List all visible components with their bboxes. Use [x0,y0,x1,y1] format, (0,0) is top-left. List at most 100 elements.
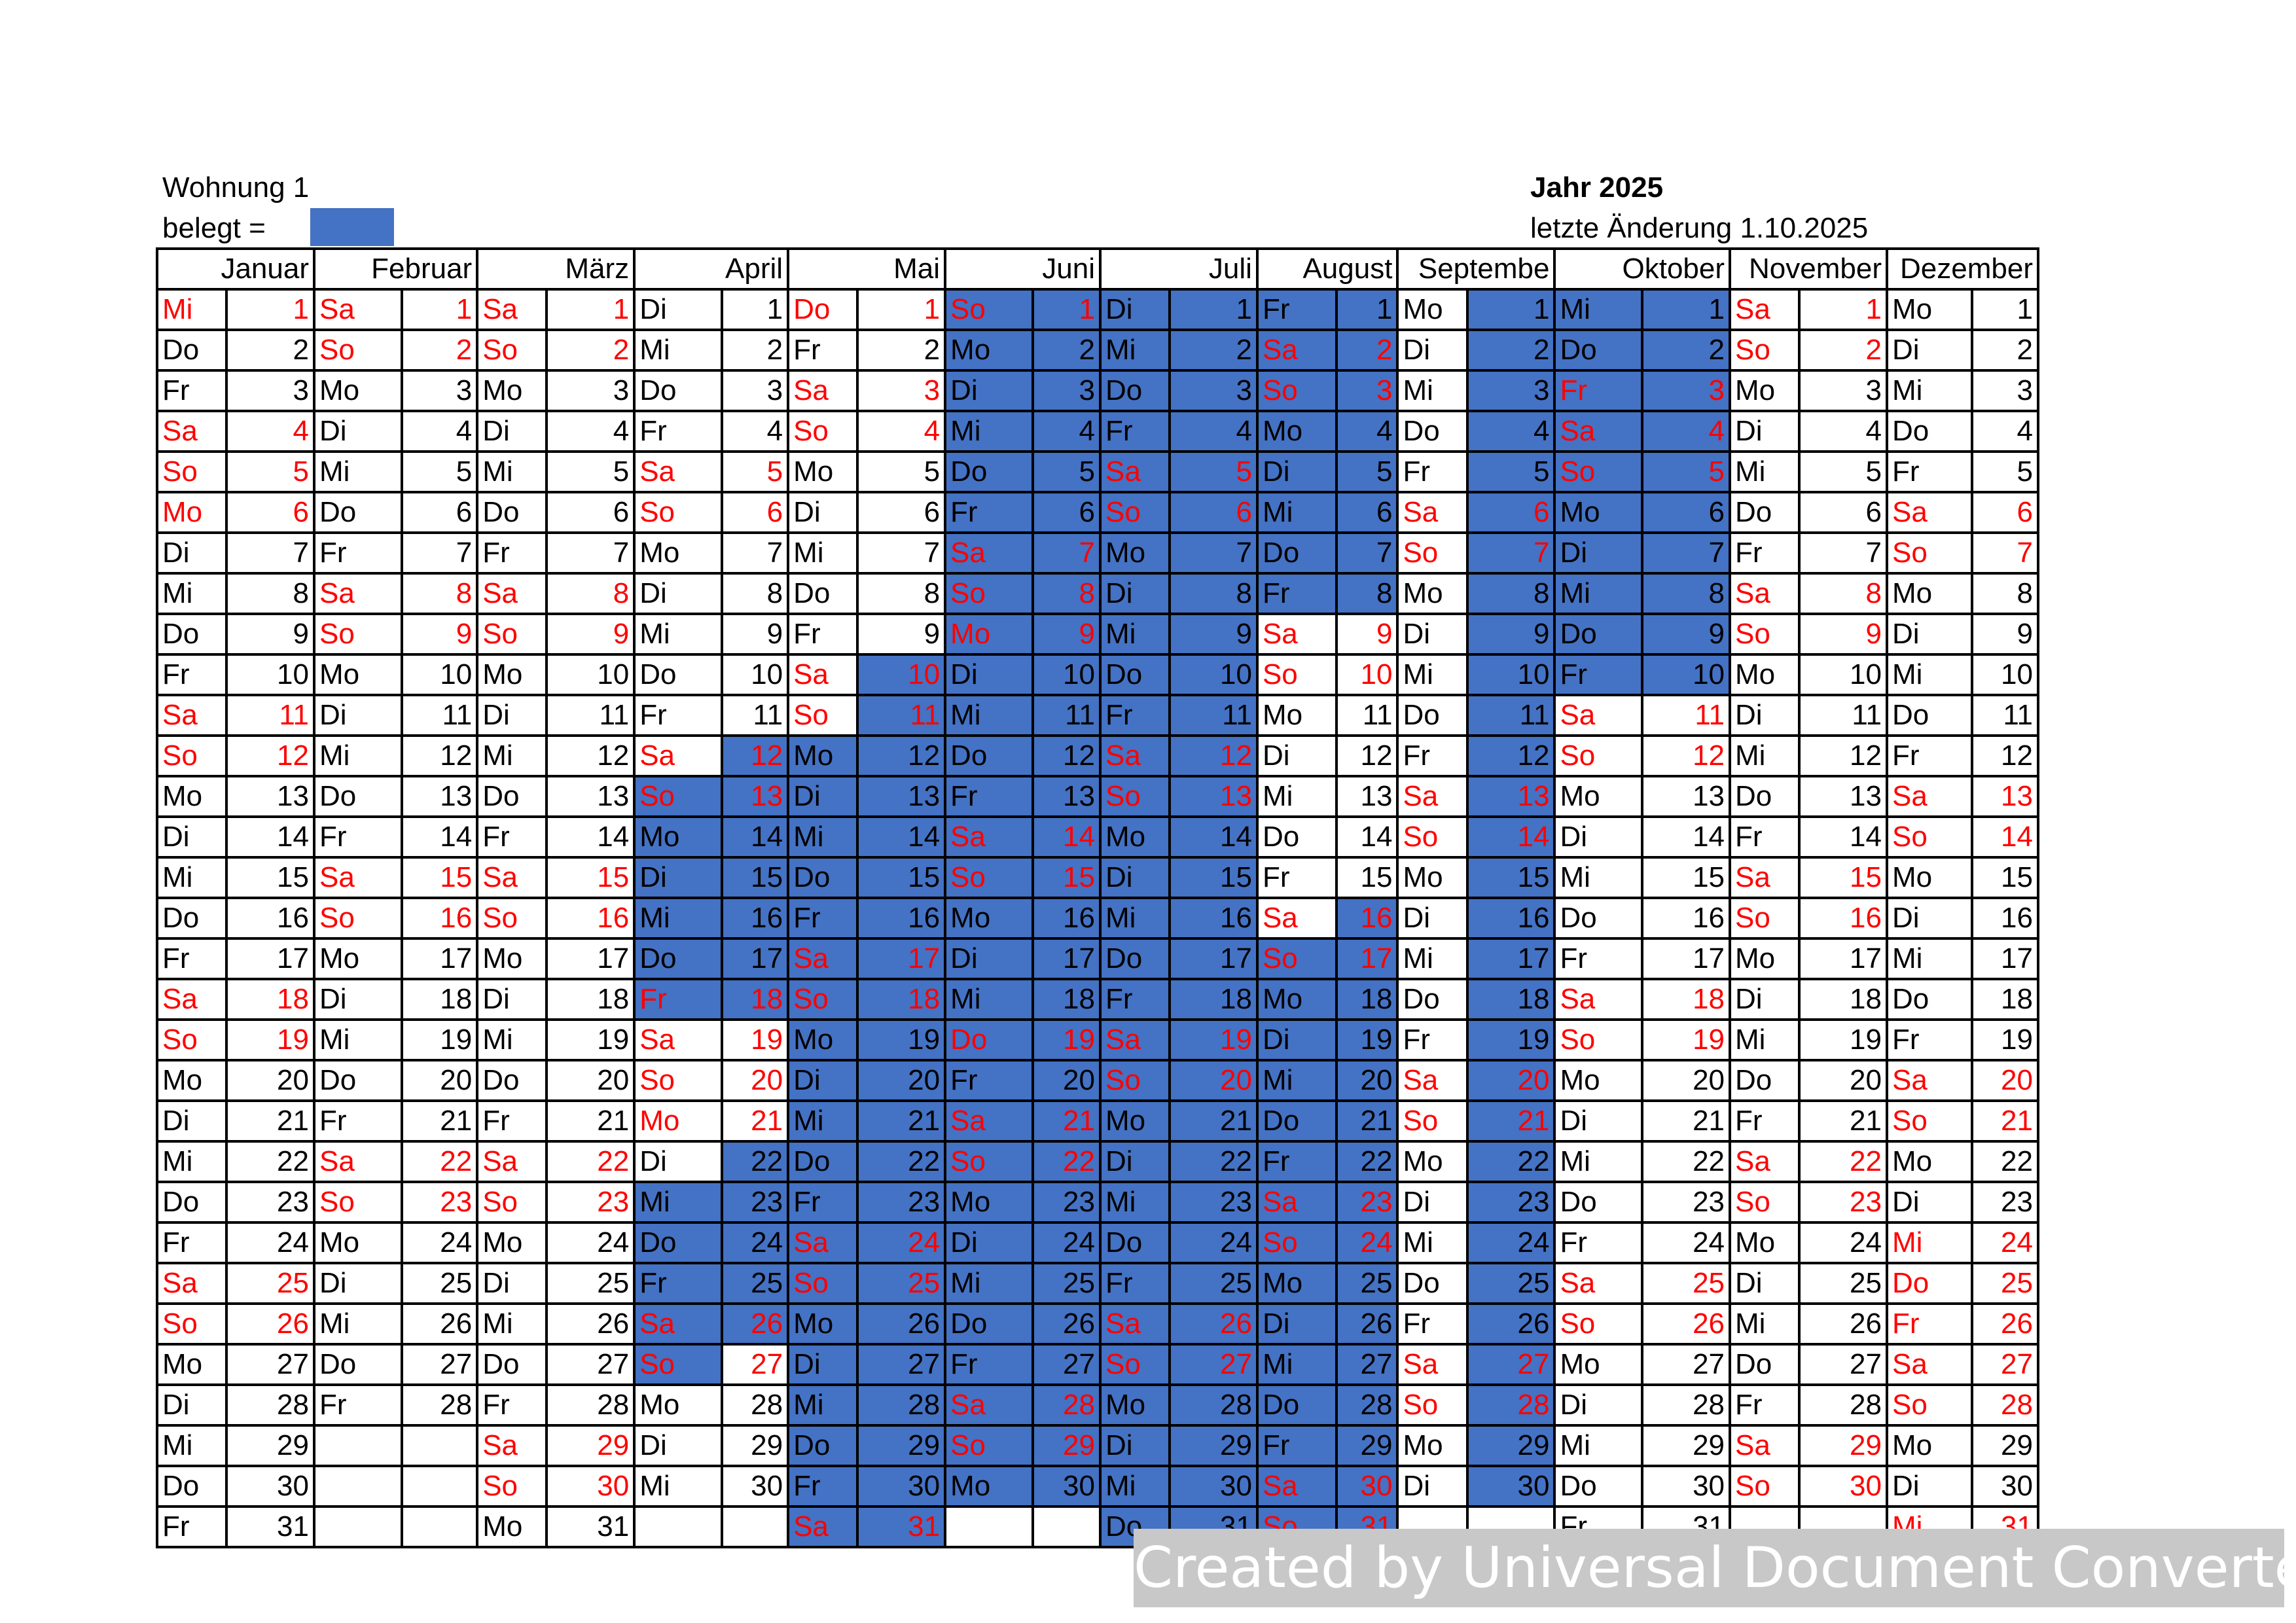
weekday-cell: Fr [787,613,859,656]
weekday-cell: Sa [1553,694,1644,737]
date-cell: 5 [225,450,315,493]
date-cell: 26 [1335,1302,1399,1346]
weekday-cell: Mi [1255,775,1338,818]
date-cell: 31 [545,1505,636,1548]
date-cell: 17 [1798,937,1888,980]
date-cell: 9 [1335,613,1399,656]
weekday-cell: Mo [1396,1140,1469,1183]
date-cell: 20 [856,1059,947,1102]
date-cell: 18 [545,978,636,1021]
calendar-row: Di 28 Fr 28 Fr 28 Mo 28 Mi 28 Sa 28 Mo 28 Do 28 So 28 Di 28… [155,1383,2040,1427]
date-cell: 11 [1031,694,1102,737]
weekday-cell: Mo [1396,572,1469,615]
date-cell: 15 [856,856,947,899]
weekday-cell: Di [787,1343,859,1386]
date-cell: 7 [1335,531,1399,575]
weekday-cell: Mi [313,1302,403,1346]
date-cell: 19 [1465,1018,1556,1061]
date-cell: 1 [545,288,636,331]
weekday-cell: Mo [476,653,548,696]
date-cell: 7 [720,531,790,575]
weekday-cell: Mi [1729,450,1801,493]
date-cell: 20 [225,1059,315,1102]
weekday-cell: Mi [944,694,1034,737]
weekday-cell: Mi [1098,897,1172,940]
date-cell: 22 [1970,1140,2040,1183]
weekday-cell: Fr [633,694,723,737]
date-cell: 26 [1465,1302,1556,1346]
weekday-cell: Mi [1553,288,1644,331]
weekday-cell: Fr [1255,856,1338,899]
date-cell: 12 [225,734,315,777]
weekday-cell: Mo [1729,1221,1801,1264]
date-cell: 17 [1335,937,1399,980]
date-cell: 22 [1798,1140,1888,1183]
weekday-cell: Fr [1886,1018,1973,1061]
date-cell: 19 [1031,1018,1102,1061]
weekday-cell: Mi [633,613,723,656]
date-cell: 17 [545,937,636,980]
date-cell: 29 [720,1424,790,1467]
weekday-cell: Do [787,1424,859,1467]
date-cell: 12 [400,734,479,777]
date-cell: 25 [225,1262,315,1305]
weekday-cell: So [313,897,403,940]
weekday-cell: So [476,1181,548,1224]
calendar-row: Sa 4 Di 4 Di 4 Fr 4 So 4 Mi 4 Fr 4 Mo 4 Do 4 Sa 4 Di 4 Do 4 [155,410,2040,453]
weekday-cell: Mi [1396,1221,1469,1264]
date-cell: 2 [400,329,479,372]
calendar-row: Di 7 Fr 7 Fr 7 Mo 7 Mi 7 Sa 7 Mo 7 Do 7 So 7 Di 7 Fr 7 So 7 [155,531,2040,575]
weekday-cell: Do [1729,775,1801,818]
date-cell: 30 [1641,1465,1732,1508]
date-cell: 2 [1641,329,1732,372]
weekday-cell: Do [787,572,859,615]
calendar-row: Mo 6 Do 6 Do 6 So 6 Di 6 Fr 6 So 6 Mi 6 Sa 6 Mo 6 Do 6 Sa 6 [155,491,2040,534]
weekday-cell: Do [787,1140,859,1183]
weekday-cell: Fr [944,775,1034,818]
date-cell: 21 [1798,1099,1888,1143]
date-cell: 3 [1168,369,1259,412]
date-cell: 8 [545,572,636,615]
weekday-cell: Di [476,978,548,1021]
date-cell: 13 [1465,775,1556,818]
weekday-cell: Mi [633,1181,723,1224]
date-cell: 13 [1798,775,1888,818]
month-header: Oktober [1553,247,1732,291]
weekday-cell: Fr [633,1262,723,1305]
weekday-cell: Mo [1098,531,1172,575]
weekday-cell: Fr [1255,1140,1338,1183]
date-cell: 25 [1798,1262,1888,1305]
weekday-cell: Sa [944,1383,1034,1427]
weekday-cell: Sa [1255,329,1338,372]
date-cell: 1 [1970,288,2040,331]
weekday-cell: So [476,897,548,940]
weekday-cell: Do [633,1221,723,1264]
date-cell: 9 [1970,613,2040,656]
weekday-cell: Sa [1886,1059,1973,1102]
calendar-row: Sa 25 Di 25 Di 25 Fr 25 So 25 Mi 25 Fr 25 Mo 25 Do 25 Sa 25… [155,1262,2040,1305]
date-cell: 26 [1168,1302,1259,1346]
month-header: Septembe [1396,247,1556,291]
date-cell: 15 [545,856,636,899]
weekday-cell: Mi [1553,856,1644,899]
date-cell: 7 [1031,531,1102,575]
weekday-cell: Fr [633,410,723,453]
weekday-cell: Fr [155,1505,228,1548]
weekday-cell: Di [1098,856,1172,899]
weekday-cell: Sa [787,937,859,980]
date-cell: 17 [1031,937,1102,980]
date-cell: 10 [545,653,636,696]
weekday-cell: Mi [1886,369,1973,412]
weekday-cell: Sa [1255,897,1338,940]
date-cell: 9 [225,613,315,656]
weekday-cell: Di [1729,694,1801,737]
weekday-cell: Mo [787,1302,859,1346]
date-cell: 16 [1798,897,1888,940]
calendar-row: Mi 1 Sa 1 Sa 1 Di 1 Do 1 So 1 Di 1 Fr 1 Mo 1 Mi 1 Sa 1 Mo 1 [155,288,2040,331]
weekday-cell: Di [1729,410,1801,453]
date-cell: 6 [856,491,947,534]
weekday-cell: So [633,1059,723,1102]
weekday-cell: Di [155,1383,228,1427]
date-cell: 1 [1031,288,1102,331]
weekday-cell: Do [1886,694,1973,737]
